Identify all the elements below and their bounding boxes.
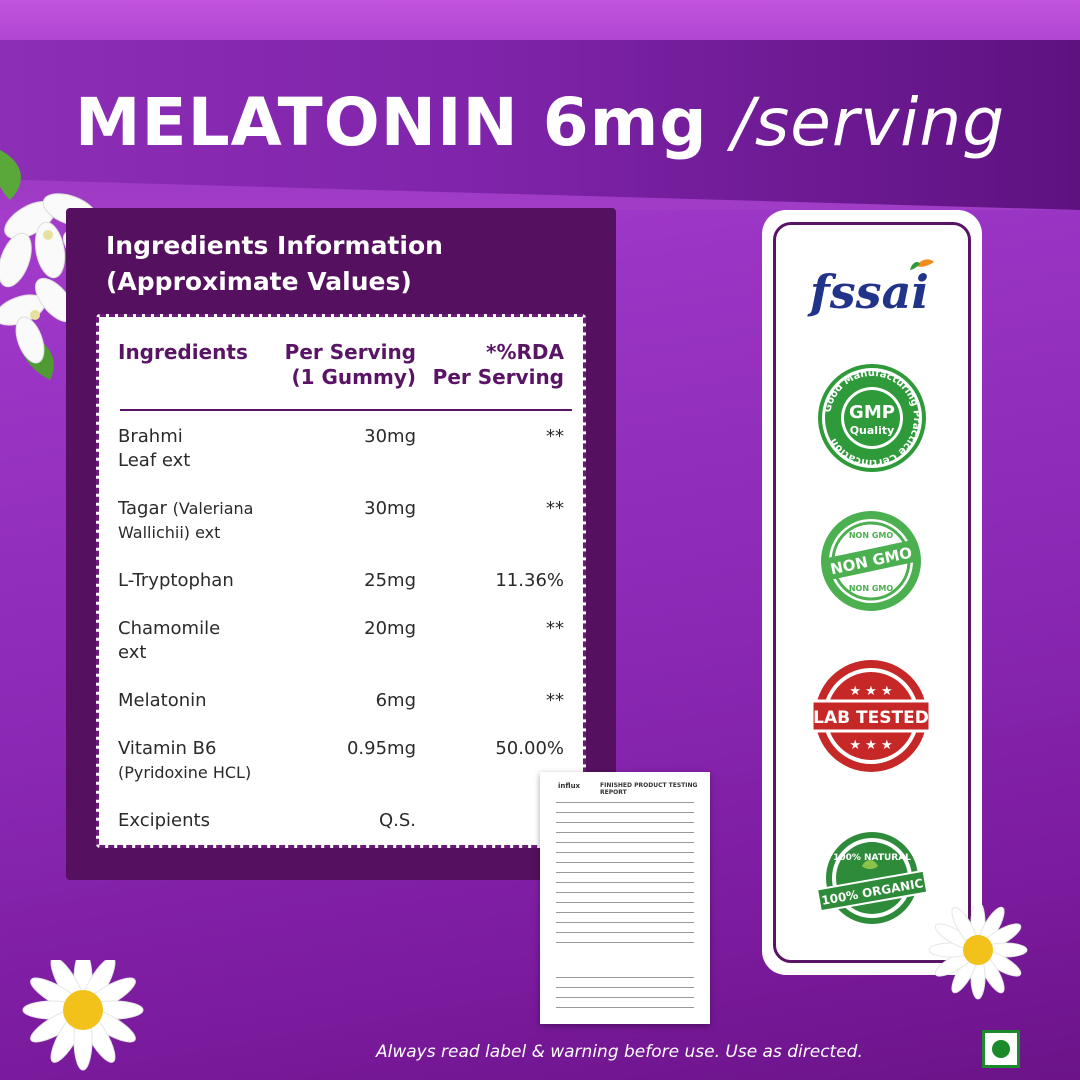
organic-icon: 100% NATURAL 100% ORGANIC [816, 832, 928, 924]
ingredient-name-line2: Leaf ext [118, 450, 191, 471]
per-serving-value: 6mg [375, 690, 416, 711]
lab-tested-icon: ★ ★ ★ ★ ★ ★ LAB TESTED [812, 660, 930, 772]
non-gmo-icon: NON GMO NON GMO NON GMO [821, 511, 921, 611]
column-header-ingredients: Ingredients [118, 340, 248, 364]
ingredient-name-line1: Tagar [118, 498, 167, 519]
column-header-per-serving-line1: Per Serving [284, 340, 416, 364]
title-light: /serving [731, 84, 1006, 161]
title-bold: MELATONIN 6mg [74, 84, 708, 161]
panel-heading-line1: Ingredients Information [106, 231, 443, 260]
footer-disclaimer: Always read label & warning before use. … [376, 1042, 863, 1062]
column-header-per-serving-line2: (1 Gummy) [291, 365, 416, 389]
rda-value: ** [546, 690, 564, 711]
column-header-per-serving: Per Serving (1 Gummy) [270, 340, 416, 390]
ingredient-name-line2: (Pyridoxine HCL) [118, 763, 252, 782]
ingredient-name-line2: ext [118, 642, 147, 663]
panel-heading: Ingredients Information (Approximate Val… [106, 228, 443, 300]
column-header-rda-line1: *%RDA [486, 340, 564, 364]
ingredients-table [96, 314, 586, 848]
certification-card-border [773, 222, 971, 963]
non-gmo-bottom-text: NON GMO [849, 584, 894, 593]
svg-text:★ ★ ★: ★ ★ ★ [849, 738, 892, 753]
ingredient-name: Melatonin [118, 690, 207, 711]
lab-tested-text: LAB TESTED [813, 708, 929, 728]
non-gmo-top-text: NON GMO [849, 531, 894, 540]
ingredient-name: Tagar (Valeriana Wallichii) ext [118, 497, 288, 545]
fssai-text: fssai [807, 265, 929, 319]
per-serving-value: 30mg [364, 498, 416, 519]
header-divider [120, 409, 572, 411]
title-banner [0, 40, 1080, 210]
column-header-rda-line2: Per Serving [432, 365, 564, 389]
ingredient-name: Chamomile ext [118, 617, 298, 665]
panel-heading-line2: (Approximate Values) [106, 267, 412, 296]
report-brand: influx [558, 782, 581, 790]
per-serving-value: 20mg [364, 618, 416, 639]
per-serving-value: 0.95mg [346, 738, 416, 759]
gmp-quality-icon: Good Manufacturing Practice Certificatio… [818, 364, 926, 472]
rda-value: 50.00% [495, 738, 564, 759]
column-header-rda: *%RDA Per Serving [424, 340, 564, 390]
daisy-flower-icon [22, 960, 144, 1071]
per-serving-value: 30mg [364, 426, 416, 447]
gmp-center-text: GMP [849, 402, 895, 423]
testing-report-image: influx FINISHED PRODUCT TESTING REPORT [540, 772, 710, 1024]
daisy-flower-icon [928, 905, 1028, 1000]
per-serving-value: 25mg [364, 570, 416, 591]
rda-value: ** [546, 618, 564, 639]
organic-top-text: 100% NATURAL [833, 853, 911, 863]
rda-value: ** [546, 498, 564, 519]
ingredient-name-line1: Vitamin B6 [118, 738, 217, 759]
per-serving-value: Q.S. [378, 810, 416, 831]
ingredient-name: Brahmi Leaf ext [118, 425, 298, 473]
ingredient-name-line1: Brahmi [118, 426, 183, 447]
rda-value: ** [546, 426, 564, 447]
report-title: FINISHED PRODUCT TESTING REPORT [600, 782, 698, 796]
ingredient-name: L-Tryptophan [118, 570, 234, 591]
ingredient-name-latin: (Valeriana [172, 499, 254, 518]
page-title: MELATONIN 6mg /serving [0, 84, 1080, 161]
ingredient-name: Excipients [118, 810, 210, 831]
veg-mark-icon [982, 1030, 1020, 1068]
ingredient-name: Vitamin B6 (Pyridoxine HCL) [118, 737, 318, 785]
ingredient-name-line2: Wallichii) ext [118, 523, 221, 542]
fssai-logo-icon: fssai [807, 259, 934, 319]
ingredient-name-line1: Chamomile [118, 618, 221, 639]
gmp-sub-text: Quality [850, 424, 895, 437]
svg-text:★ ★ ★: ★ ★ ★ [849, 684, 892, 699]
rda-value: 11.36% [495, 570, 564, 591]
